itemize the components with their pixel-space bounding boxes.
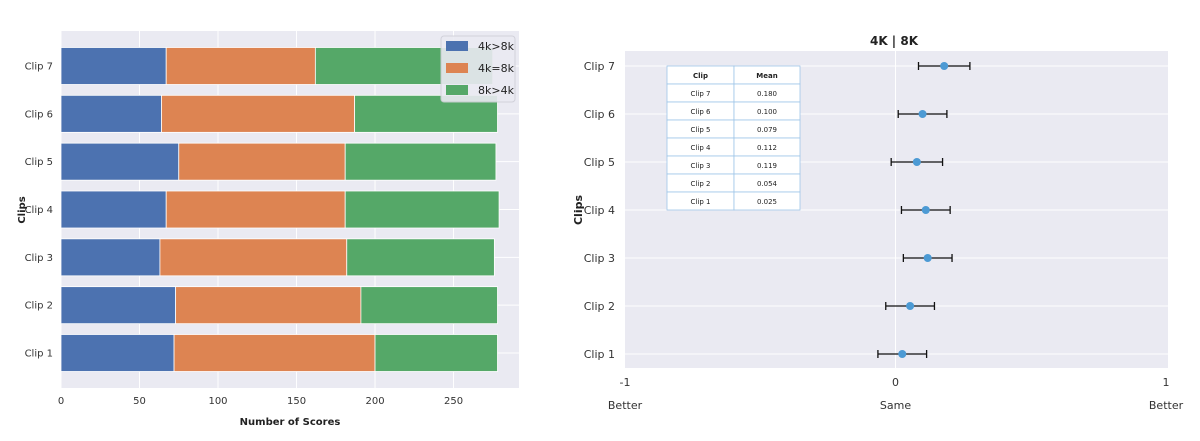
table-cell-mean: 0.025	[757, 198, 777, 206]
left-y-tick-labels: Clip 1 Clip 2 Clip 3 Clip 4 Clip 5 Clip 6 Clip…	[25, 62, 53, 360]
right-x-tick-labels: -1 Better 0 Same 1 Better	[608, 376, 1184, 412]
legend-label: 8k>4k	[478, 84, 515, 97]
left-x-tick-label: 0	[58, 396, 64, 407]
right-y-tick-label: Clip 5	[584, 156, 615, 169]
bar-clip-4-series-1	[165, 190, 346, 229]
bar-clip-3-series-2	[346, 238, 495, 277]
left-bars	[60, 47, 500, 372]
legend-label: 4k>8k	[478, 40, 515, 53]
bar-clip-5-series-0	[60, 142, 180, 181]
right-points	[877, 62, 971, 358]
mean-point-clip-4	[921, 206, 930, 214]
legend-label: 4k=8k	[478, 62, 515, 75]
legend-swatch	[446, 63, 468, 73]
left-y-tick-label: Clip 4	[25, 205, 53, 216]
bar-clip-6-series-0	[60, 94, 162, 133]
bar-clip-5-series-1	[178, 142, 346, 181]
table-cell-clip: Clip 2	[691, 180, 711, 188]
right-y-tick-label: Clip 2	[584, 300, 615, 313]
left-y-tick-label: Clip 2	[25, 301, 53, 312]
left-y-tick-label: Clip 3	[25, 253, 53, 264]
left-y-tick-label: Clip 6	[25, 109, 53, 120]
table-cell-mean: 0.100	[757, 108, 777, 116]
right-y-axis-title: Clips	[572, 195, 585, 225]
table-cell-clip: Clip 3	[691, 162, 711, 170]
left-x-tick-label: 250	[444, 396, 463, 407]
right-chart-title: 4K | 8K	[870, 34, 919, 48]
table-cell-mean: 0.079	[757, 126, 777, 134]
bar-clip-2-series-0	[60, 286, 177, 325]
bar-clip-3-series-1	[159, 238, 348, 277]
right-y-tick-labels: Clip 1 Clip 2 Clip 3 Clip 4 Clip 5 Clip 6 Clip…	[584, 60, 615, 361]
bar-clip-1-series-0	[60, 334, 175, 372]
right-y-tick-label: Clip 7	[584, 60, 615, 73]
right-x-sublabel: Better	[1149, 399, 1184, 412]
bar-clip-2-series-1	[175, 286, 362, 325]
right-x-sublabel: Same	[880, 399, 911, 412]
mean-point-clip-5	[912, 158, 921, 166]
mean-point-clip-2	[906, 302, 915, 310]
table-header-mean: Mean	[756, 72, 777, 80]
bar-clip-4-series-2	[344, 190, 500, 229]
left-x-tick-labels: 0 50 100 150 200 250	[58, 396, 463, 407]
table-cell	[733, 191, 801, 211]
right-x-sublabel: Better	[608, 399, 643, 412]
table-header-clip: Clip	[693, 72, 708, 80]
bar-clip-5-series-2	[344, 142, 497, 181]
table-cell-mean: 0.119	[757, 162, 777, 170]
bar-clip-7-series-1	[165, 47, 316, 85]
table-cell-mean: 0.180	[757, 90, 777, 98]
bar-clip-3-series-0	[60, 238, 161, 277]
table-cell-mean: 0.054	[757, 180, 778, 188]
table-cell-mean: 0.112	[757, 144, 777, 152]
left-y-axis-title: Clips	[17, 196, 28, 223]
right-y-tick-label: Clip 6	[584, 108, 615, 121]
legend-swatch	[446, 41, 468, 51]
mean-point-clip-6	[918, 110, 927, 118]
left-x-tick-label: 50	[133, 396, 146, 407]
right-y-tick-label: Clip 1	[584, 348, 615, 361]
table-cell-clip: Clip 1	[691, 198, 711, 206]
bar-clip-2-series-2	[360, 286, 498, 325]
bar-clip-7-series-0	[60, 47, 167, 85]
bar-clip-1-series-1	[173, 334, 376, 372]
right-y-tick-label: Clip 4	[584, 204, 615, 217]
table-cell-clip: Clip 4	[691, 144, 711, 152]
left-x-axis-title: Number of Scores	[240, 417, 341, 428]
right-y-tick-label: Clip 3	[584, 252, 615, 265]
left-x-tick-label: 150	[287, 396, 306, 407]
means-table: Clip Mean Clip 7 0.180 Clip 6 0.100 Clip 5 0.07…	[666, 65, 801, 211]
bar-clip-1-series-2	[374, 334, 498, 372]
table-cell-clip: Clip 6	[691, 108, 711, 116]
mean-point-clip-3	[923, 254, 932, 262]
right-x-tick-label: 1	[1163, 376, 1170, 389]
left-y-tick-label: Clip 7	[25, 62, 53, 73]
bar-clip-6-series-1	[161, 94, 356, 133]
right-x-tick-label: 0	[892, 376, 899, 389]
bar-clip-4-series-0	[60, 190, 167, 229]
left-y-tick-label: Clip 5	[25, 157, 53, 168]
table-cell-clip: Clip 5	[691, 126, 711, 134]
left-x-tick-label: 100	[208, 396, 227, 407]
mean-point-clip-1	[898, 350, 907, 358]
left-y-tick-label: Clip 1	[25, 349, 53, 360]
legend-swatch	[446, 85, 468, 95]
stacked-bar-chart: Clip 1 Clip 2 Clip 3 Clip 4 Clip 5 Clip 6 Clip…	[17, 31, 519, 428]
mean-point-clip-7	[940, 62, 949, 70]
table-cell-clip: Clip 7	[691, 90, 711, 98]
right-x-tick-label: -1	[620, 376, 631, 389]
left-x-tick-label: 200	[365, 396, 384, 407]
legend: 4k>8k 4k=8k 8k>4k	[440, 35, 516, 103]
